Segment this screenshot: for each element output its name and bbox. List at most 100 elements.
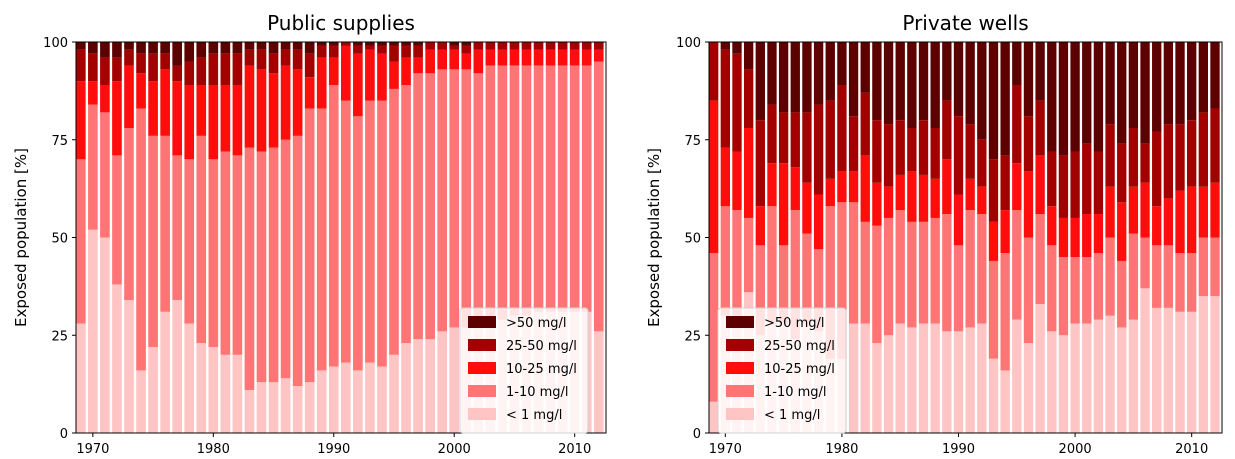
bar-50-mg-l-1990 bbox=[328, 42, 339, 46]
bar-10-25-mg-l-1979 bbox=[196, 85, 207, 136]
bar-25-50-mg-l-1982 bbox=[232, 53, 243, 86]
bar-25-50-mg-l-1976 bbox=[790, 112, 800, 168]
x-tick-label: 1990 bbox=[942, 442, 975, 457]
bar-10-25-mg-l-1971 bbox=[732, 151, 742, 211]
bar-25-50-mg-l-1972 bbox=[743, 69, 754, 129]
bar-50-mg-l-2011 bbox=[1198, 42, 1209, 113]
bar-1-10-mg-l-1997 bbox=[1035, 214, 1045, 304]
bar-1-mg-l-1974 bbox=[136, 370, 146, 433]
bar-1-mg-l-1987 bbox=[292, 386, 303, 433]
bar-25-50-mg-l-2009 bbox=[1175, 124, 1185, 191]
bar-50-mg-l-1976 bbox=[160, 42, 170, 54]
bar-1-mg-l-1985 bbox=[895, 323, 905, 433]
bar-25-50-mg-l-1987 bbox=[292, 49, 303, 70]
bar-10-25-mg-l-1994 bbox=[1000, 210, 1010, 254]
bar-1-mg-l-2006 bbox=[1140, 288, 1150, 433]
legend-label-1-10-mg-l: 1-10 mg/l bbox=[506, 385, 569, 400]
bar-10-25-mg-l-1999 bbox=[1058, 217, 1069, 258]
bar-25-50-mg-l-2010 bbox=[1187, 120, 1197, 187]
bar-1-10-mg-l-1984 bbox=[256, 151, 267, 383]
bar-50-mg-l-1993 bbox=[365, 42, 375, 46]
bar-50-mg-l-1985 bbox=[268, 42, 279, 54]
legend-swatch-25-50-mg-l bbox=[726, 339, 754, 351]
bar-10-25-mg-l-2007 bbox=[1152, 206, 1162, 246]
bar-1-mg-l-2000 bbox=[1070, 323, 1080, 433]
bar-1-10-mg-l-1986 bbox=[280, 139, 291, 379]
bar-25-50-mg-l-1990 bbox=[953, 116, 964, 195]
bar-1-mg-l-1992 bbox=[353, 370, 363, 433]
bar-10-25-mg-l-1992 bbox=[353, 53, 363, 117]
bars bbox=[76, 42, 604, 433]
bar-50-mg-l-2005 bbox=[1128, 42, 1139, 129]
bar-10-25-mg-l-1992 bbox=[977, 186, 987, 215]
bar-10-25-mg-l-2009 bbox=[1175, 190, 1185, 254]
bar-50-mg-l-1984 bbox=[883, 42, 894, 125]
bar-10-25-mg-l-1989 bbox=[316, 57, 327, 109]
bar-1-mg-l-1983 bbox=[872, 343, 882, 433]
bar-1-mg-l-1992 bbox=[977, 323, 987, 433]
bar-25-50-mg-l-2012 bbox=[593, 42, 604, 50]
bar-25-50-mg-l-2008 bbox=[545, 42, 556, 50]
bar-10-25-mg-l-2001 bbox=[1082, 214, 1092, 258]
bar-1-10-mg-l-1995 bbox=[1012, 210, 1022, 320]
bar-1-mg-l-2012 bbox=[593, 331, 604, 433]
y-axis-label: Exposed population [%] bbox=[12, 148, 30, 327]
bar-50-mg-l-1995 bbox=[389, 42, 399, 46]
bar-1-10-mg-l-2009 bbox=[1175, 253, 1185, 312]
bar-50-mg-l-1975 bbox=[148, 42, 158, 54]
bar-10-25-mg-l-1972 bbox=[743, 128, 754, 218]
bar-50-mg-l-1983 bbox=[244, 42, 255, 50]
bar-1-10-mg-l-1969 bbox=[76, 159, 86, 324]
bar-50-mg-l-1978 bbox=[184, 42, 195, 62]
bar-10-25-mg-l-1998 bbox=[425, 49, 435, 74]
x-tick-label: 1970 bbox=[709, 442, 742, 457]
bar-50-mg-l-1986 bbox=[280, 42, 291, 50]
bar-10-25-mg-l-1976 bbox=[790, 167, 800, 211]
bar-1-10-mg-l-1978 bbox=[184, 159, 195, 324]
bar-1-10-mg-l-1994 bbox=[377, 100, 387, 367]
bar-50-mg-l-2000 bbox=[449, 42, 460, 46]
bar-1-10-mg-l-1974 bbox=[767, 206, 777, 324]
legend-swatch-10-25-mg-l bbox=[468, 362, 496, 374]
bar-1-10-mg-l-2010 bbox=[569, 65, 580, 312]
bar-1-10-mg-l-1993 bbox=[365, 100, 375, 363]
bar-1-10-mg-l-2006 bbox=[521, 65, 532, 316]
bar-25-50-mg-l-1983 bbox=[244, 49, 255, 66]
bar-25-50-mg-l-1999 bbox=[437, 42, 447, 50]
bar-50-mg-l-1970 bbox=[720, 42, 730, 50]
bar-50-mg-l-1975 bbox=[778, 42, 789, 113]
bar-1-10-mg-l-1989 bbox=[316, 108, 327, 371]
bar-25-50-mg-l-1984 bbox=[883, 124, 894, 187]
bar-50-mg-l-1981 bbox=[220, 42, 231, 54]
bar-25-50-mg-l-1979 bbox=[825, 100, 835, 179]
bar-25-50-mg-l-1998 bbox=[1047, 151, 1057, 207]
bar-1-10-mg-l-2005 bbox=[1128, 233, 1139, 320]
bar-25-50-mg-l-2000 bbox=[1070, 151, 1080, 218]
y-tick-label: 0 bbox=[60, 427, 68, 442]
bar-10-25-mg-l-2010 bbox=[569, 49, 580, 66]
bar-25-50-mg-l-1993 bbox=[988, 159, 999, 222]
bar-1-10-mg-l-1977 bbox=[172, 155, 182, 301]
bar-10-25-mg-l-1988 bbox=[930, 178, 940, 218]
bar-1-mg-l-1997 bbox=[413, 339, 423, 433]
bar-50-mg-l-1971 bbox=[732, 42, 742, 54]
bar-50-mg-l-1983 bbox=[872, 42, 882, 121]
bar-1-10-mg-l-2004 bbox=[497, 65, 508, 320]
bar-50-mg-l-1969 bbox=[76, 42, 86, 50]
bar-1-10-mg-l-1971 bbox=[100, 112, 110, 238]
bar-50-mg-l-1987 bbox=[918, 42, 929, 121]
bar-1-10-mg-l-1982 bbox=[232, 155, 243, 355]
bar-10-25-mg-l-1997 bbox=[1035, 155, 1045, 215]
bar-1-10-mg-l-1987 bbox=[292, 135, 303, 387]
bar-25-50-mg-l-1980 bbox=[837, 85, 847, 172]
bar-50-mg-l-2002 bbox=[1093, 42, 1104, 152]
bar-50-mg-l-2001 bbox=[461, 42, 472, 46]
bar-1-10-mg-l-1991 bbox=[341, 100, 351, 363]
legend-swatch-50-mg-l bbox=[468, 316, 496, 328]
bar-50-mg-l-2001 bbox=[1082, 42, 1092, 144]
bar-1-mg-l-1997 bbox=[1035, 303, 1045, 433]
bar-1-10-mg-l-1979 bbox=[196, 135, 207, 344]
bar-25-50-mg-l-2007 bbox=[533, 42, 544, 50]
bar-1-mg-l-1985 bbox=[268, 382, 279, 433]
bar-25-50-mg-l-1974 bbox=[767, 104, 777, 164]
